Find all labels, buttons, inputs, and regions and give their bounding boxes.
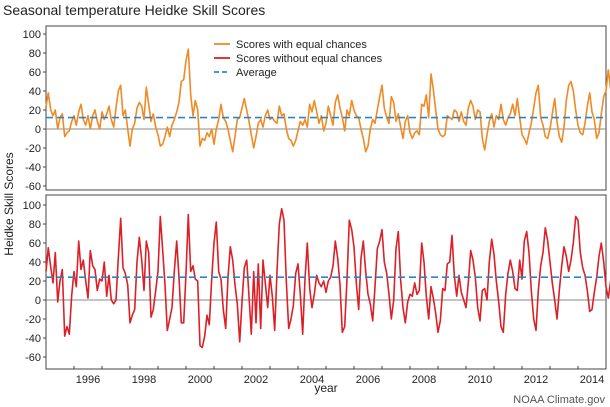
x-tick-label: 2010 <box>468 374 492 386</box>
y-tick-label: 60 <box>29 67 41 79</box>
credit-text: NOAA Climate.gov <box>513 394 605 406</box>
legend-label: Scores with equal chances <box>236 39 367 51</box>
x-tick-label: 2000 <box>188 374 212 386</box>
x-tick-label: 2006 <box>356 374 380 386</box>
y-tick-label: 0 <box>35 124 41 136</box>
plot-frame <box>45 25 607 191</box>
x-tick-label: 2008 <box>412 374 436 386</box>
y-tick-label: 60 <box>29 238 41 250</box>
x-axis-label: year <box>314 381 337 395</box>
y-tick-label: 20 <box>29 276 41 288</box>
x-tick-label: 1998 <box>132 374 156 386</box>
x-tick-label: 2012 <box>524 374 548 386</box>
y-tick-label: 40 <box>29 86 41 98</box>
y-tick-label: 100 <box>23 200 41 212</box>
x-tick-label: 1996 <box>76 374 100 386</box>
legend-label: Scores without equal chances <box>236 53 383 65</box>
y-tick-label: 40 <box>29 257 41 269</box>
y-tick-label: 0 <box>35 295 41 307</box>
y-tick-label: -60 <box>25 352 41 364</box>
y-tick-label: -40 <box>25 162 41 174</box>
x-tick-label: 2004 <box>300 374 324 386</box>
x-tick-label: 2002 <box>244 374 268 386</box>
panel-bottom: 100 80 60 40 20 0 -20 -40 -60 <box>23 194 610 370</box>
y-tick-label: -40 <box>25 333 41 345</box>
panel-top: 100 80 60 40 20 0 -20 -40 -60 <box>23 25 610 193</box>
chart-title: Seasonal temperature Heidke Skill Scores <box>3 2 265 18</box>
legend: Scores with equal chances Scores without … <box>214 39 383 79</box>
x-tick-label: 2014 <box>580 374 604 386</box>
y-tick-label: 100 <box>23 29 41 41</box>
series-line-bottom <box>45 208 610 349</box>
plot-frame <box>45 194 607 370</box>
y-tick-label: -60 <box>25 181 41 193</box>
y-tick-label: 20 <box>29 105 41 117</box>
y-tick-label: 80 <box>29 219 41 231</box>
series-line-top <box>45 48 610 153</box>
y-tick-label: 80 <box>29 48 41 60</box>
y-tick-label: -20 <box>25 143 41 155</box>
y-axis-label: Heidke Skill Scores <box>2 152 16 255</box>
y-tick-label: -20 <box>25 314 41 326</box>
legend-label: Average <box>236 67 277 79</box>
x-axis: 1996 1998 2000 2002 2004 2006 2008 2010 2012 2014 <box>45 366 607 386</box>
